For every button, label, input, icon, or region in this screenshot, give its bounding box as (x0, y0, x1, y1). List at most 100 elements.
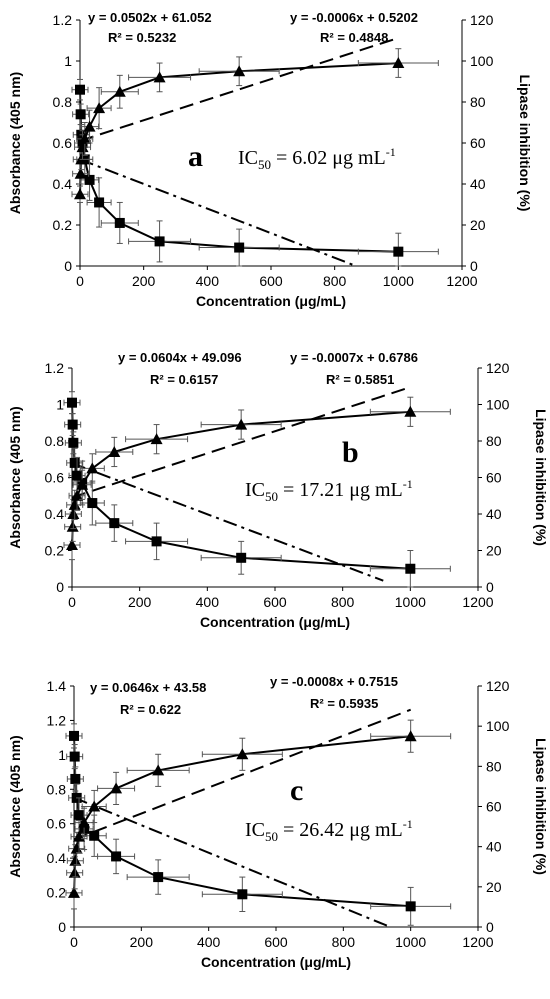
square-point-b-1 (67, 419, 78, 430)
square-point-c-9 (237, 889, 248, 900)
y-left-tick-label-a-1.2: 1.2 (53, 12, 73, 28)
trendline-b-2 (71, 462, 384, 582)
square-point-c-10 (405, 901, 416, 912)
y-left-tick-label-c-0: 0 (58, 919, 66, 935)
r2-a-2: R² = 0.4848 (320, 30, 388, 45)
square-point-c-7 (111, 851, 122, 862)
square-point-b-0 (67, 397, 77, 408)
trendline-c-2 (73, 796, 390, 928)
triangle-errorbar-c-7 (97, 771, 136, 805)
square-point-b-4 (72, 470, 83, 481)
triangle-point-c-2 (69, 854, 82, 866)
y-left-tick-label-a-0: 0 (64, 258, 72, 274)
square-point-c-1 (69, 751, 80, 762)
x-axis-title-a: Concentration (μg/mL) (196, 293, 346, 309)
x-axis-title-c: Concentration (μg/mL) (201, 954, 351, 970)
y-right-tick-label-b-60: 60 (486, 470, 502, 486)
triangle-point-c-1 (68, 866, 81, 878)
x-tick-label-b-0: 0 (68, 594, 76, 610)
equation-b-1: y = 0.0604x + 49.096 (118, 350, 242, 365)
panel-a: y = 0.0502x + 61.052 R² = 0.5232 y = -0.… (7, 10, 533, 309)
square-point-b-8 (151, 536, 162, 547)
x-tick-label-a-600: 600 (259, 273, 283, 289)
trendline-b-1 (71, 386, 411, 499)
triangle-point-a-3 (76, 141, 89, 153)
y-right-tick-label-b-40: 40 (486, 506, 502, 522)
triangle-point-c-7 (110, 782, 123, 794)
square-series-line-a (79, 89, 399, 253)
y-right-tick-label-a-80: 80 (470, 94, 486, 110)
triangle-point-b-3 (68, 498, 81, 510)
plot-area-a: 0 200 400 600 800 1000 120000.20.40.60.811.202… (7, 12, 533, 309)
y-left-tick-label-b-0.6: 0.6 (45, 470, 65, 486)
triangle-point-c-8 (152, 764, 165, 776)
ic50-value-b: 17.21 μg mL (299, 479, 403, 501)
ic50-value-c: 26.42 μg mL (299, 819, 403, 841)
x-tick-label-c-0: 0 (70, 934, 78, 950)
y-left-tick-label-b-1: 1 (56, 397, 64, 413)
y-left-tick-label-c-0.4: 0.4 (47, 850, 67, 866)
y-left-tick-label-b-0.2: 0.2 (45, 543, 65, 559)
square-point-c-0 (69, 730, 79, 741)
triangle-point-b-0 (66, 539, 78, 551)
plot-area-b: 0 200 400 600 800 1000 120000.20.40.60.811.202… (7, 360, 549, 630)
y-axis-title-left-b: Absorbance (405 nm) (7, 406, 23, 548)
square-point-b-7 (109, 518, 120, 529)
y-left-tick-label-a-0.2: 0.2 (53, 217, 73, 233)
panel-letter-c: c (290, 774, 303, 807)
equation-c-1: y = 0.0646x + 43.58 (90, 680, 206, 695)
trendline-a-1 (79, 36, 399, 142)
y-left-tick-label-b-0.8: 0.8 (45, 433, 65, 449)
y-left-tick-label-c-1: 1 (58, 747, 66, 763)
square-point-a-8 (154, 236, 165, 247)
y-right-tick-label-c-0: 0 (486, 919, 494, 935)
y-right-tick-label-c-60: 60 (486, 799, 502, 815)
x-tick-label-a-0: 0 (76, 273, 84, 289)
equation-b-2: y = -0.0007x + 0.6786 (290, 350, 418, 365)
y-left-tick-label-a-1: 1 (64, 53, 72, 69)
square-point-a-6 (94, 197, 105, 208)
y-right-tick-label-a-20: 20 (470, 217, 486, 233)
y-right-tick-label-c-120: 120 (486, 678, 510, 694)
triangle-point-c-5 (78, 816, 91, 828)
y-right-tick-label-b-0: 0 (486, 579, 494, 595)
triangle-point-a-5 (83, 120, 96, 132)
square-point-b-3 (69, 457, 80, 468)
y-right-tick-label-c-100: 100 (486, 718, 510, 734)
ic50-label-b: IC50 = 17.21 μg mL-1 (245, 477, 413, 504)
y-left-tick-label-a-0.4: 0.4 (53, 176, 73, 192)
y-right-tick-label-b-20: 20 (486, 543, 502, 559)
x-tick-label-b-400: 400 (196, 594, 220, 610)
square-point-b-2 (68, 437, 79, 448)
triangle-point-b-6 (86, 462, 99, 474)
y-left-tick-label-a-0.6: 0.6 (53, 135, 73, 151)
x-tick-label-b-1200: 1200 (462, 594, 493, 610)
y-right-tick-label-c-80: 80 (486, 758, 502, 774)
y-right-tick-label-b-100: 100 (486, 397, 510, 413)
x-tick-label-b-800: 800 (331, 594, 355, 610)
x-tick-label-c-400: 400 (197, 934, 221, 950)
y-left-tick-label-c-0.8: 0.8 (47, 781, 67, 797)
x-tick-label-b-200: 200 (128, 594, 152, 610)
triangle-point-c-9 (236, 748, 249, 760)
y-right-tick-label-a-100: 100 (470, 53, 494, 69)
square-point-a-7 (114, 217, 125, 228)
y-right-tick-label-c-20: 20 (486, 879, 502, 895)
triangle-point-b-7 (108, 445, 121, 457)
triangle-point-b-8 (150, 433, 163, 445)
trendline-c-1 (73, 708, 412, 841)
x-tick-label-c-600: 600 (264, 934, 288, 950)
triangle-point-a-9 (233, 65, 246, 77)
y-left-tick-label-c-1.4: 1.4 (47, 678, 67, 694)
y-axis-title-right-c: Lipase inhibition (%) (533, 738, 549, 875)
triangle-point-a-6 (93, 102, 106, 114)
y-left-tick-label-b-1.2: 1.2 (45, 360, 65, 376)
square-point-a-1 (75, 109, 86, 120)
x-tick-label-c-1000: 1000 (395, 934, 426, 950)
y-axis-title-right-a: Lipase inhibition (%) (517, 75, 533, 212)
y-axis-title-left-c: Absorbance (405 nm) (7, 735, 23, 877)
triangle-point-b-9 (235, 418, 248, 430)
triangle-point-c-0 (68, 886, 80, 898)
triangle-point-c-10 (404, 730, 417, 742)
square-point-c-2 (70, 773, 81, 784)
